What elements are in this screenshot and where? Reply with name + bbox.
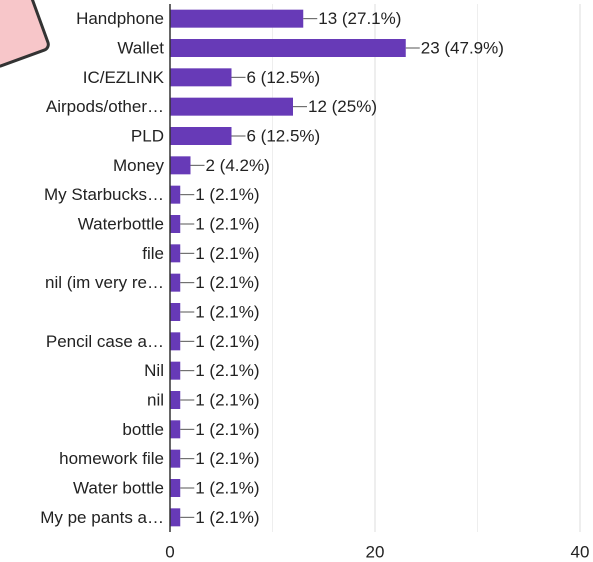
- bar: [170, 215, 181, 233]
- y-tick-label: Wallet: [117, 38, 164, 57]
- y-tick-label: file: [142, 244, 164, 263]
- bar: [170, 420, 181, 439]
- data-label: 1 (2.1%): [195, 332, 259, 351]
- data-label: 1 (2.1%): [195, 214, 259, 233]
- bar: [170, 303, 181, 321]
- y-tick-label: Pencil case a…: [46, 332, 164, 351]
- bar: [170, 244, 181, 263]
- bar: [170, 9, 304, 28]
- bar: [170, 97, 293, 116]
- data-label: 1 (2.1%): [195, 273, 259, 292]
- data-label: 12 (25%): [308, 97, 377, 116]
- bar: [170, 273, 181, 292]
- bar: [170, 361, 181, 380]
- bar: [170, 391, 181, 409]
- data-label: 13 (27.1%): [318, 9, 401, 28]
- data-label: 1 (2.1%): [195, 302, 259, 321]
- x-tick-label: 40: [571, 542, 590, 561]
- data-label: 23 (47.9%): [421, 38, 504, 57]
- y-tick-label: Airpods/other…: [46, 97, 164, 116]
- bar: [170, 39, 406, 57]
- y-tick-label: bottle: [122, 420, 164, 439]
- y-tick-label: Waterbottle: [78, 214, 164, 233]
- data-label: 1 (2.1%): [195, 244, 259, 263]
- y-tick-label: homework file: [59, 449, 164, 468]
- icon-shape: [0, 0, 50, 68]
- y-tick-label: My Starbucks…: [44, 185, 164, 204]
- bar: [170, 127, 232, 145]
- data-label: 1 (2.1%): [195, 361, 259, 380]
- bar: [170, 156, 191, 175]
- bar: [170, 332, 181, 351]
- bar: [170, 508, 181, 527]
- data-label: 2 (4.2%): [206, 156, 270, 175]
- data-label: 1 (2.1%): [195, 390, 259, 409]
- data-label: 1 (2.1%): [195, 185, 259, 204]
- x-tick-label: 0: [165, 542, 174, 561]
- y-tick-label: Money: [113, 156, 165, 175]
- decor-icon: [0, 0, 50, 68]
- x-tick-label: 20: [366, 542, 385, 561]
- bar: [170, 479, 181, 497]
- y-tick-label: My pe pants a…: [40, 508, 164, 527]
- bar: [170, 185, 181, 204]
- data-label: 1 (2.1%): [195, 449, 259, 468]
- data-label: 1 (2.1%): [195, 420, 259, 439]
- y-tick-label: Nil: [144, 361, 164, 380]
- y-tick-label: nil: [147, 390, 164, 409]
- bar: [170, 449, 181, 468]
- y-tick-label: PLD: [131, 126, 164, 145]
- data-label: 1 (2.1%): [195, 508, 259, 527]
- y-tick-label: Handphone: [76, 9, 164, 28]
- data-label: 1 (2.1%): [195, 478, 259, 497]
- y-tick-label: nil (im very re…: [45, 273, 164, 292]
- data-label: 6 (12.5%): [247, 126, 321, 145]
- y-tick-label: Water bottle: [73, 478, 164, 497]
- bar: [170, 68, 232, 87]
- data-label: 6 (12.5%): [247, 68, 321, 87]
- y-tick-label: IC/EZLINK: [83, 68, 165, 87]
